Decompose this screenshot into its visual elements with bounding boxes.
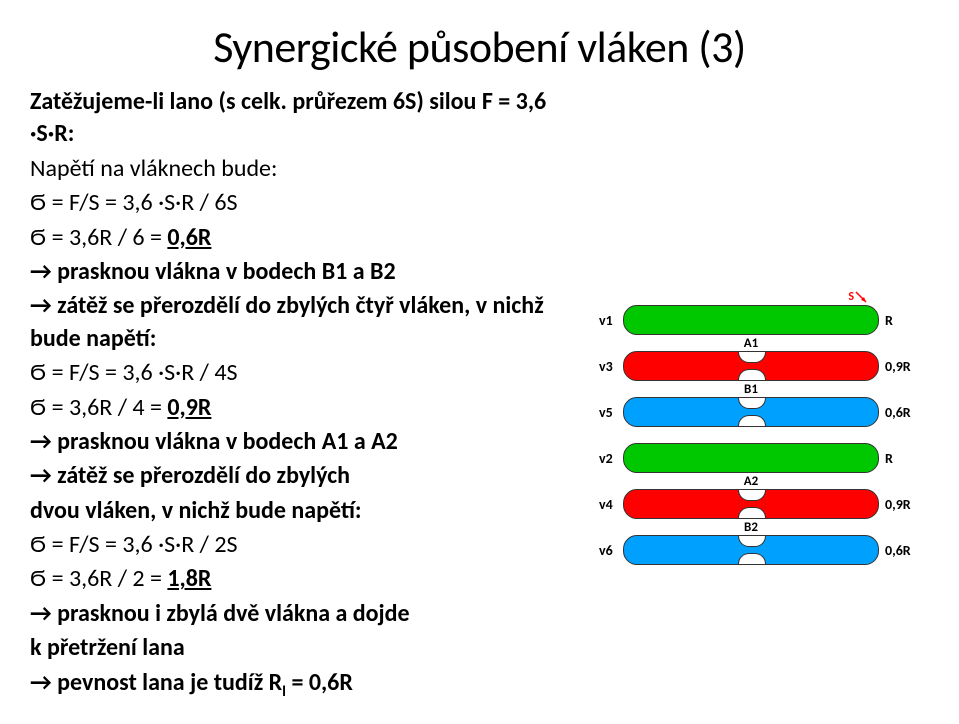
rope-row: v2 R — [599, 439, 929, 477]
rope-body: B2 — [623, 535, 879, 565]
intro-line-1: Zatěžujeme-li lano (s celk. průřezem 6S)… — [30, 86, 589, 151]
intro-line-2: Napětí na vláknech bude: — [30, 153, 589, 185]
rope-neck: B2 — [738, 536, 764, 564]
rope-row: v4 A2 0,9R — [599, 485, 929, 523]
rope-row: v1SR — [599, 301, 929, 339]
rope-neck: B1 — [738, 398, 764, 426]
rope-right-label: R — [879, 450, 929, 467]
rope-body — [623, 443, 879, 473]
rope-body: B1 — [623, 397, 879, 427]
rope-neck: A2 — [738, 490, 764, 518]
rope-right-label: 0,9R — [879, 496, 929, 513]
calc-line-9: Ϭ = F/S = 3,6 ·S·R / 2S — [30, 529, 589, 561]
result-line-3: → prasknou vlákna v bodech B1 a B2 — [30, 256, 589, 288]
page-title: Synergické působení vláken (3) — [30, 20, 929, 74]
s-arrow-label: S — [848, 290, 868, 304]
calc-2a: Ϭ = 3,6R / 6 = — [30, 223, 167, 252]
rope-left-label: v6 — [599, 542, 623, 559]
rope-neck: A1 — [738, 352, 764, 380]
result-line-8b: dvou vláken, v nichž bude napětí: — [30, 495, 589, 527]
rope-row: v3 A1 0,9R — [599, 347, 929, 385]
result-line-12: → pevnost lana je tudíž Rl = 0,6R — [30, 667, 589, 702]
rope-right-label: 0,6R — [879, 404, 929, 421]
calc-6b: 0,9R — [167, 393, 211, 422]
rope-body: S — [623, 305, 879, 335]
rope-right-label: R — [879, 312, 929, 329]
calc-10b: 1,8R — [167, 564, 211, 593]
rope-body: A1 — [623, 351, 879, 381]
calc-6a: Ϭ = 3,6R / 4 = — [30, 393, 167, 422]
result-line-7: → prasknou vlákna v bodech A1 a A2 — [30, 426, 589, 458]
result-line-4: → zátěž se přerozdělí do zbylých čtyř vl… — [30, 290, 589, 355]
rope-row: v6 B2 0,6R — [599, 531, 929, 569]
rope-left-label: v3 — [599, 358, 623, 375]
text-column: Zatěžujeme-li lano (s celk. průřezem 6S)… — [30, 86, 589, 703]
rope-left-label: v5 — [599, 404, 623, 421]
rope-right-label: 0,9R — [879, 358, 929, 375]
calc-line-5: Ϭ = F/S = 3,6 ·S·R / 4S — [30, 357, 589, 389]
diagram-column: v1SRv3A10,9Rv5B10,6Rv2Rv4A20,9Rv6B20,6R — [589, 86, 929, 577]
result-line-11a: → prasknou i zbylá dvě vlákna a dojde — [30, 598, 589, 630]
calc-2b: 0,6R — [167, 223, 211, 252]
content-area: Zatěžujeme-li lano (s celk. průřezem 6S)… — [30, 86, 929, 703]
calc-line-6: Ϭ = 3,6R / 4 = 0,9R — [30, 392, 589, 424]
calc-line-2: Ϭ = 3,6R / 6 = 0,6R — [30, 222, 589, 254]
rope-left-label: v2 — [599, 450, 623, 467]
rope-left-label: v4 — [599, 496, 623, 513]
calc-10a: Ϭ = 3,6R / 2 = — [30, 564, 167, 593]
rope-left-label: v1 — [599, 312, 623, 329]
rope-body: A2 — [623, 489, 879, 519]
result-line-8a: → zátěž se přerozdělí do zbylých — [30, 460, 589, 492]
calc-line-1: Ϭ = F/S = 3,6 ·S·R / 6S — [30, 187, 589, 219]
rope-row: v5 B1 0,6R — [599, 393, 929, 431]
rope-right-label: 0,6R — [879, 542, 929, 559]
calc-12b: = 0,6R — [286, 668, 353, 697]
calc-12a: → pevnost lana je tudíž R — [30, 668, 282, 697]
result-line-11b: k přetržení lana — [30, 632, 589, 664]
calc-line-10: Ϭ = 3,6R / 2 = 1,8R — [30, 563, 589, 595]
